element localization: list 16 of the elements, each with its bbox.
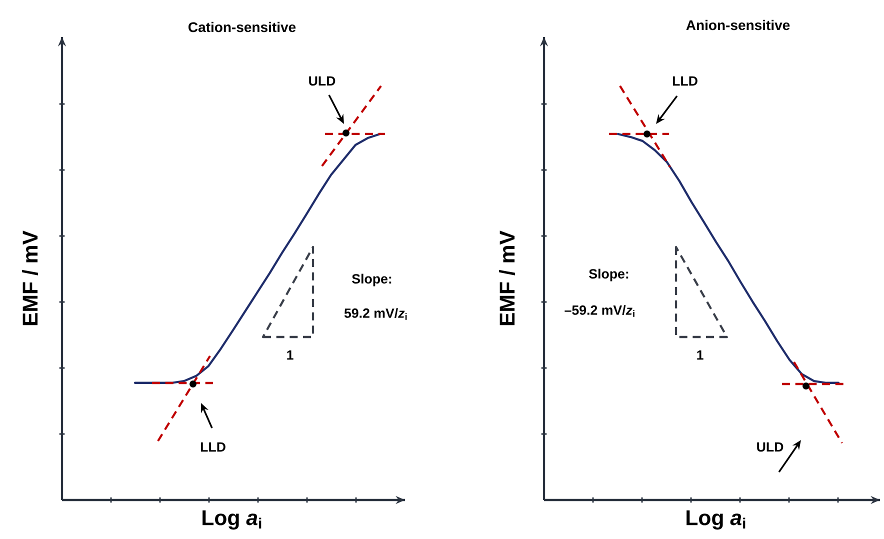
annotation: 1	[697, 350, 704, 360]
y-axis-title: EMF / mV	[499, 230, 515, 326]
chart-title: Cation-sensitive	[188, 22, 296, 32]
chart-title: Anion-sensitive	[686, 20, 790, 30]
annotation: 59.2 mV/z$_{i}$	[344, 308, 407, 320]
annotation: Slope:	[589, 268, 628, 282]
annotation: –59.2 mV/z$_{i}$	[564, 305, 634, 317]
annotation: LLD	[200, 442, 226, 452]
x-axis-title: Log a$_{i}$	[686, 510, 746, 530]
annotation: 1	[287, 350, 294, 360]
text: LLD	[672, 76, 698, 86]
text: ULD	[309, 76, 336, 86]
y-axis-title: EMF / mV	[22, 230, 38, 326]
annotation: ULD	[757, 442, 784, 452]
x-axis-title: Log a$_{i}$	[202, 510, 262, 530]
annotation: Slope:	[352, 274, 392, 286]
